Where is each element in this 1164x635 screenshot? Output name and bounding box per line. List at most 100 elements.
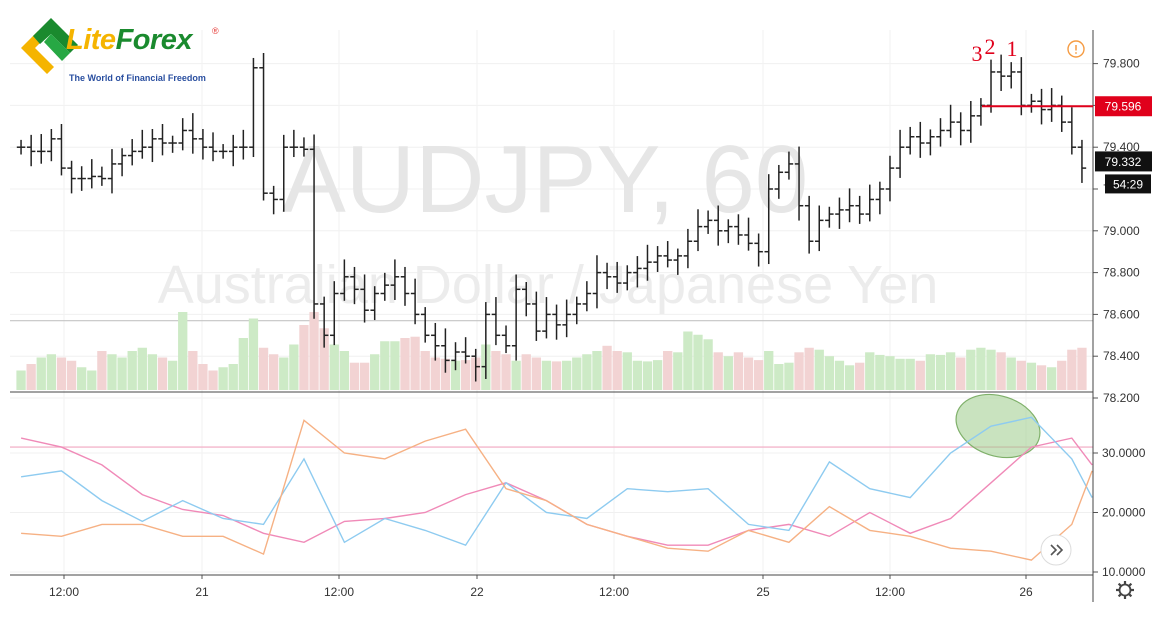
volume-bar: [723, 356, 733, 390]
volume-bar: [1077, 347, 1087, 390]
volume-bar: [238, 338, 248, 390]
wave-label: 1: [1007, 36, 1018, 61]
volume-bar: [956, 357, 966, 390]
ohlc-bar: [420, 307, 430, 343]
volume-bar: [1016, 360, 1026, 390]
volume-bar: [56, 357, 67, 390]
ohlc-bar: [168, 135, 177, 153]
ohlc-bar: [885, 155, 895, 202]
volume-bar: [157, 357, 168, 390]
volume-bar: [602, 345, 612, 390]
ohlc-bar: [400, 266, 410, 306]
ohlc-bar: [875, 181, 885, 215]
time-axis-label: 21: [195, 585, 209, 599]
volume-bar: [420, 351, 430, 390]
ohlc-bar: [47, 129, 56, 162]
volume-bar: [66, 360, 77, 390]
ohlc-bar: [1077, 139, 1087, 183]
volume-bar: [642, 361, 653, 390]
volume-bar: [491, 351, 501, 390]
alert-icon-ring: [1067, 40, 1085, 58]
ohlc-bar: [845, 188, 854, 223]
volume-bar: [824, 356, 835, 390]
ohlc-bar: [57, 124, 66, 176]
ohlc-bar: [107, 149, 117, 194]
volume-bar: [147, 354, 158, 390]
time-axis-label: 22: [470, 585, 484, 599]
wave-label: 2: [985, 34, 996, 59]
settings-gear-icon[interactable]: [1116, 581, 1134, 599]
ohlc-bar: [158, 124, 167, 156]
volume-bar: [895, 358, 905, 390]
ohlc-bar: [916, 121, 925, 158]
price-axis-label: 79.400: [1103, 140, 1140, 154]
volume-bar: [1046, 367, 1057, 390]
time-axis-label: 12:00: [324, 585, 354, 599]
logo-wordmark-forex: Forex: [115, 24, 193, 56]
logo-registered-mark: ®: [212, 26, 219, 36]
volume-bar: [198, 364, 208, 390]
indicator-series-line: [20, 437, 1093, 546]
volume-bar: [572, 357, 582, 390]
ohlc-bar: [97, 166, 107, 186]
volume-bar: [218, 367, 228, 390]
volume-bar: [844, 365, 855, 390]
volume-bar: [592, 351, 602, 390]
ohlc-bar: [239, 129, 248, 160]
ohlc-bar: [966, 101, 976, 143]
volume-bar: [582, 354, 592, 390]
ohlc-bar: [532, 291, 541, 341]
logo-wordmark-lite: Lite: [66, 24, 116, 56]
volume-bar: [1036, 365, 1047, 390]
volume-bar: [794, 352, 804, 390]
time-axis-label: 25: [756, 585, 770, 599]
ohlc-bar: [996, 54, 1006, 91]
volume-bar: [501, 354, 511, 390]
ohlc-bar: [774, 164, 784, 199]
ohlc-bar: [683, 228, 693, 269]
annotations: 79.596 79.332 54:29 3 2 1: [972, 34, 1152, 194]
volume-bar: [359, 362, 370, 390]
ohlc-bar: [703, 210, 713, 234]
ohlc-bar: [350, 266, 359, 305]
volume-bar: [713, 352, 723, 390]
ohlc-bar: [16, 139, 26, 155]
ohlc-bar: [390, 259, 400, 300]
ohlc-bar: [461, 337, 470, 364]
price-axis-label: 78.200: [1103, 391, 1140, 405]
ohlc-bar: [501, 325, 511, 354]
ohlc-bar: [127, 139, 137, 166]
volume-bar: [703, 339, 713, 390]
volume-bar: [814, 349, 824, 390]
ohlc-bar: [511, 274, 521, 361]
scroll-right-button[interactable]: [1040, 534, 1072, 566]
volume-bar: [774, 364, 784, 390]
ohlc-bar: [319, 296, 329, 348]
volume-bar: [551, 361, 562, 390]
volume-histogram: [16, 312, 1087, 390]
volume-bar: [976, 347, 986, 390]
ohlc-bar: [612, 261, 622, 293]
ohlc-bar: [744, 217, 753, 251]
ohlc-bar: [653, 246, 662, 272]
volume-bar: [804, 347, 814, 390]
ohlc-bar: [905, 126, 915, 155]
time-axis-label: 12:00: [599, 585, 629, 599]
volume-bar: [683, 331, 693, 390]
volume-bar: [915, 360, 925, 390]
grid: [10, 30, 1093, 575]
level-price-tag: [1095, 96, 1152, 117]
alert-icon[interactable]: [1067, 40, 1085, 58]
volume-bar: [339, 351, 350, 390]
ohlc-bar: [431, 322, 440, 361]
ohlc-bar: [117, 148, 127, 177]
volume-bar: [1067, 349, 1077, 390]
volume-bar: [511, 360, 521, 390]
ohlc-bar: [936, 118, 945, 147]
ohlc-bar: [956, 112, 965, 146]
volume-bar: [46, 354, 57, 390]
watermark-description: Australian Dollar / Japanese Yen: [158, 255, 939, 315]
ohlc-bar: [138, 129, 147, 159]
volume-bar: [208, 370, 218, 390]
time-axis-label: 26: [1019, 585, 1033, 599]
